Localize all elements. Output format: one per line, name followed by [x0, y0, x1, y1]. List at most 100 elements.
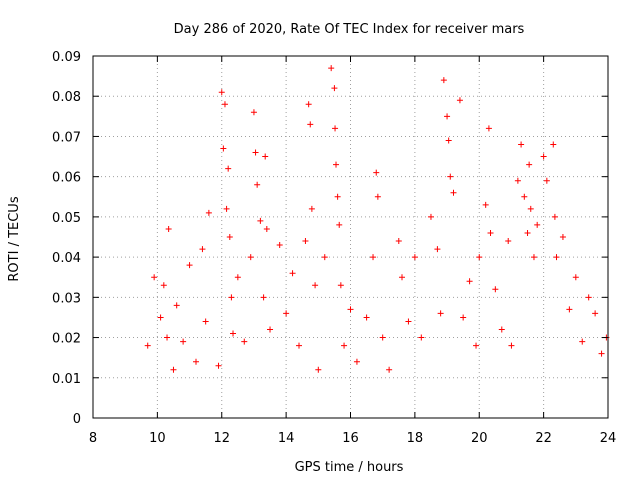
data-point — [559, 234, 566, 240]
data-point — [508, 342, 515, 349]
data-point — [321, 254, 328, 261]
x-tick-label: 20 — [471, 431, 488, 446]
data-point — [165, 225, 172, 232]
data-point — [444, 113, 451, 120]
data-point — [332, 125, 339, 132]
data-point — [296, 342, 302, 349]
x-axis-label: GPS time / hours — [295, 460, 404, 475]
data-point — [373, 169, 380, 176]
data-point — [205, 209, 212, 216]
data-point — [530, 254, 537, 261]
data-point — [234, 274, 241, 281]
data-point — [173, 302, 180, 309]
y-tick-label: 0.07 — [52, 130, 81, 145]
data-point — [450, 189, 457, 196]
data-point — [566, 306, 573, 313]
data-point — [445, 137, 452, 144]
data-point — [144, 342, 151, 349]
data-point — [399, 274, 405, 281]
data-point — [307, 121, 314, 128]
data-point — [202, 318, 209, 325]
data-point — [225, 165, 232, 172]
y-tick-label: 0.02 — [52, 332, 81, 347]
data-point — [553, 254, 560, 261]
data-point — [228, 294, 235, 301]
data-point — [221, 101, 228, 108]
data-point — [374, 193, 381, 200]
data-point — [262, 153, 269, 160]
data-point — [218, 89, 225, 96]
x-tick-label: 10 — [149, 431, 166, 446]
y-tick-label: 0.06 — [52, 171, 81, 186]
data-point — [524, 229, 531, 236]
data-point — [585, 294, 592, 301]
data-point — [437, 310, 444, 317]
data-point — [315, 366, 322, 373]
data-point — [473, 342, 480, 349]
y-tick-label: 0.04 — [52, 251, 81, 266]
data-point — [514, 177, 521, 184]
data-point — [334, 193, 341, 200]
data-point — [460, 314, 467, 321]
data-point — [215, 362, 222, 369]
data-point — [592, 310, 599, 317]
data-point — [572, 274, 579, 281]
data-point — [482, 201, 489, 208]
data-point — [193, 358, 199, 365]
x-tick-label: 22 — [535, 431, 552, 446]
data-point — [257, 217, 264, 224]
data-point — [440, 77, 447, 84]
data-point — [241, 338, 248, 345]
data-point — [267, 326, 274, 333]
data-point — [476, 254, 483, 261]
y-axis-label: ROTI / TECUs — [7, 196, 22, 281]
data-point — [518, 141, 525, 148]
data-point — [333, 161, 340, 168]
x-tick-label: 12 — [213, 431, 230, 446]
data-point — [353, 358, 360, 365]
x-tick-label: 14 — [278, 431, 295, 446]
data-point — [418, 334, 425, 341]
data-point — [250, 109, 257, 116]
data-point — [226, 234, 233, 240]
data-point — [263, 225, 270, 232]
data-point — [341, 342, 348, 349]
data-point — [230, 330, 237, 337]
data-point — [308, 205, 315, 212]
data-point — [386, 366, 393, 373]
data-point — [498, 326, 505, 333]
data-point — [247, 254, 254, 261]
data-point — [223, 205, 230, 212]
data-point — [331, 85, 338, 92]
y-tick-label: 0.05 — [52, 211, 81, 226]
data-point — [328, 65, 335, 72]
y-tick-label: 0.09 — [52, 50, 81, 65]
y-tick-label: 0.08 — [52, 90, 81, 105]
data-point — [379, 334, 386, 341]
data-point — [170, 366, 177, 373]
data-point — [336, 221, 343, 228]
y-tick-label: 0 — [73, 412, 81, 427]
data-point — [199, 246, 206, 253]
data-point — [579, 338, 586, 345]
y-tick-label: 0.03 — [52, 291, 81, 306]
data-point — [598, 350, 605, 357]
data-point — [534, 221, 541, 228]
data-point — [526, 161, 533, 168]
x-tick-label: 8 — [89, 431, 97, 446]
data-point — [370, 254, 377, 261]
data-point — [254, 181, 261, 188]
data-point — [527, 205, 534, 212]
data-point — [405, 318, 412, 325]
axis-ticks: 8 10 12 14 16 18 20 22 24 0 0.01 0.02 0.03 0.04 0.05 0.… — [52, 50, 616, 446]
data-point — [164, 334, 171, 341]
x-tick-label: 16 — [342, 431, 359, 446]
data-point — [487, 229, 494, 236]
data-point — [337, 282, 344, 289]
data-point — [276, 242, 283, 249]
y-tick-label: 0.01 — [52, 372, 81, 387]
chart-title: Day 286 of 2020, Rate Of TEC Index for r… — [174, 22, 525, 37]
data-point — [363, 314, 370, 321]
data-point — [466, 278, 473, 285]
